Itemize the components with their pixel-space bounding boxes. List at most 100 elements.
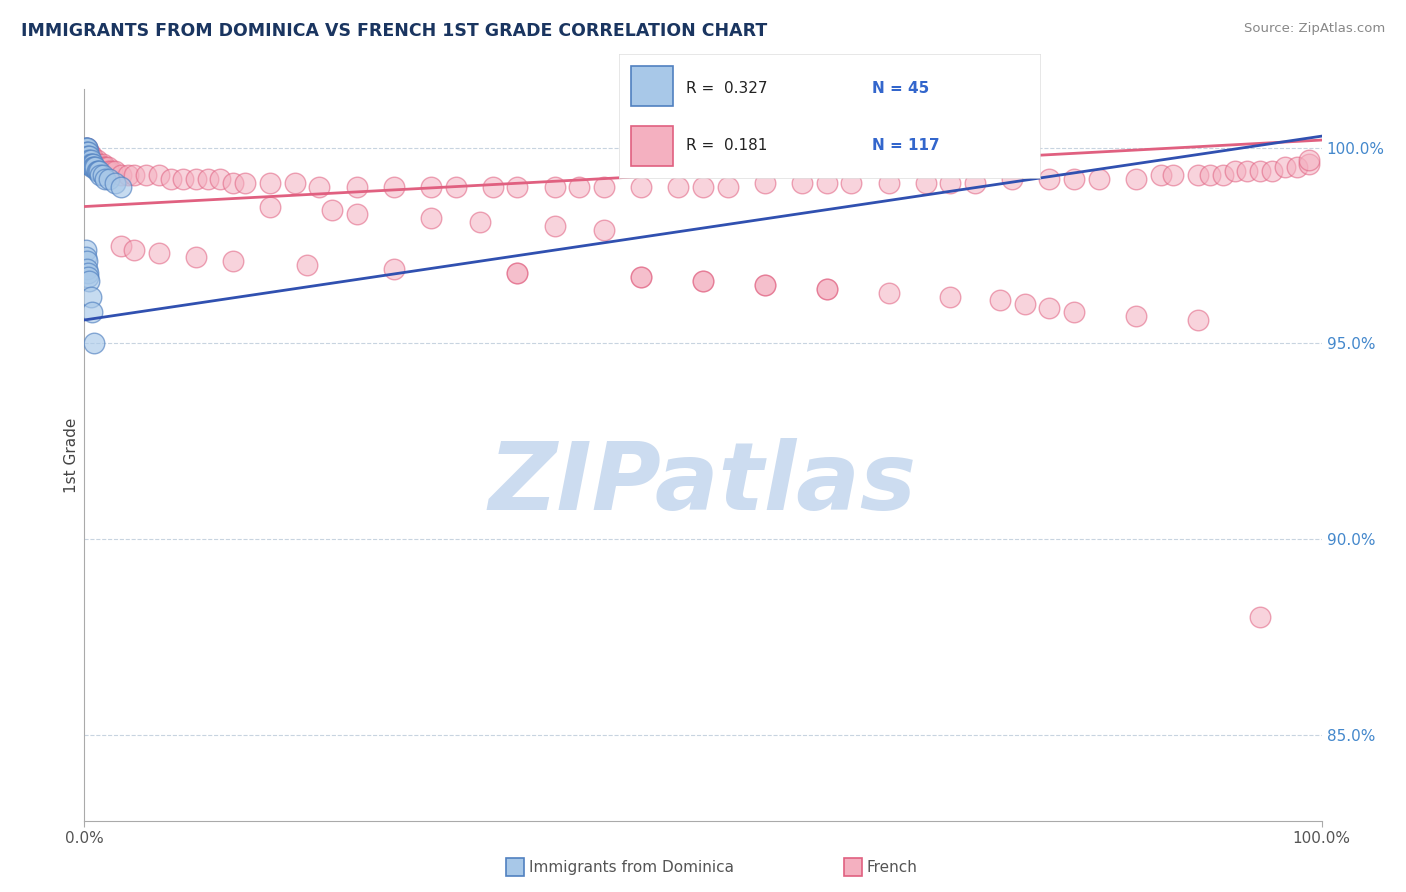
- Point: [122, 243, 145, 257]
- Point: [1285, 161, 1308, 175]
- Point: [83, 161, 105, 175]
- Point: [419, 211, 441, 226]
- Point: [80, 149, 103, 163]
- Point: [82, 161, 104, 175]
- Point: [754, 277, 776, 292]
- Point: [197, 172, 219, 186]
- Point: [877, 176, 900, 190]
- Point: [1038, 172, 1060, 186]
- Point: [717, 180, 740, 194]
- Point: [110, 238, 132, 252]
- Point: [506, 266, 529, 280]
- Point: [939, 289, 962, 303]
- Point: [104, 164, 127, 178]
- Point: [76, 141, 98, 155]
- Point: [75, 145, 97, 159]
- Point: [506, 180, 529, 194]
- Point: [172, 172, 194, 186]
- Point: [76, 156, 98, 170]
- Point: [79, 149, 101, 163]
- Point: [76, 149, 98, 163]
- Point: [75, 141, 97, 155]
- Point: [77, 266, 100, 280]
- Point: [692, 180, 714, 194]
- Point: [89, 168, 111, 182]
- Point: [79, 156, 101, 170]
- Point: [184, 172, 207, 186]
- Point: [308, 180, 330, 194]
- Point: [79, 153, 101, 167]
- Point: [630, 269, 652, 284]
- Point: [1187, 313, 1209, 327]
- Point: [295, 258, 318, 272]
- Text: R =  0.327: R = 0.327: [686, 81, 768, 96]
- Point: [1249, 164, 1271, 178]
- Point: [83, 156, 105, 170]
- Point: [692, 274, 714, 288]
- Point: [90, 161, 112, 175]
- Point: [82, 156, 104, 170]
- Point: [84, 156, 107, 170]
- Point: [79, 156, 101, 170]
- Point: [1088, 172, 1111, 186]
- Point: [77, 153, 100, 167]
- Point: [965, 176, 987, 190]
- Point: [543, 180, 565, 194]
- Point: [481, 180, 503, 194]
- Point: [76, 149, 98, 163]
- Point: [914, 176, 936, 190]
- Point: [209, 172, 232, 186]
- Point: [259, 176, 281, 190]
- Point: [1249, 610, 1271, 624]
- Point: [160, 172, 183, 186]
- Point: [98, 164, 121, 178]
- Point: [110, 168, 132, 182]
- Point: [666, 180, 689, 194]
- Point: [1223, 164, 1246, 178]
- Point: [259, 200, 281, 214]
- Point: [87, 156, 110, 170]
- Point: [222, 176, 245, 190]
- Point: [1187, 168, 1209, 182]
- Point: [754, 176, 776, 190]
- Point: [80, 156, 103, 170]
- Point: [148, 168, 170, 182]
- Point: [86, 164, 108, 178]
- Point: [1038, 301, 1060, 316]
- Point: [630, 269, 652, 284]
- Point: [1161, 168, 1184, 182]
- Text: French: French: [866, 860, 917, 874]
- Point: [79, 153, 101, 167]
- Point: [77, 145, 100, 159]
- Point: [79, 274, 101, 288]
- Point: [77, 153, 100, 167]
- Point: [382, 262, 405, 277]
- Point: [506, 266, 529, 280]
- Point: [593, 180, 616, 194]
- Point: [75, 145, 97, 159]
- Point: [80, 305, 103, 319]
- Point: [1150, 168, 1173, 182]
- Point: [104, 176, 127, 190]
- Point: [77, 269, 100, 284]
- Point: [1298, 153, 1320, 167]
- Point: [77, 156, 100, 170]
- Point: [568, 180, 591, 194]
- Text: N = 45: N = 45: [872, 81, 929, 96]
- Point: [692, 274, 714, 288]
- Point: [76, 141, 98, 155]
- Point: [76, 145, 98, 159]
- Point: [79, 153, 101, 167]
- Point: [939, 176, 962, 190]
- Point: [82, 156, 104, 170]
- Point: [470, 215, 492, 229]
- Point: [790, 176, 813, 190]
- Point: [79, 149, 101, 163]
- Point: [76, 153, 98, 167]
- Point: [321, 203, 343, 218]
- Point: [75, 149, 97, 163]
- Point: [75, 145, 97, 159]
- Point: [75, 141, 97, 155]
- Point: [233, 176, 256, 190]
- Point: [841, 176, 863, 190]
